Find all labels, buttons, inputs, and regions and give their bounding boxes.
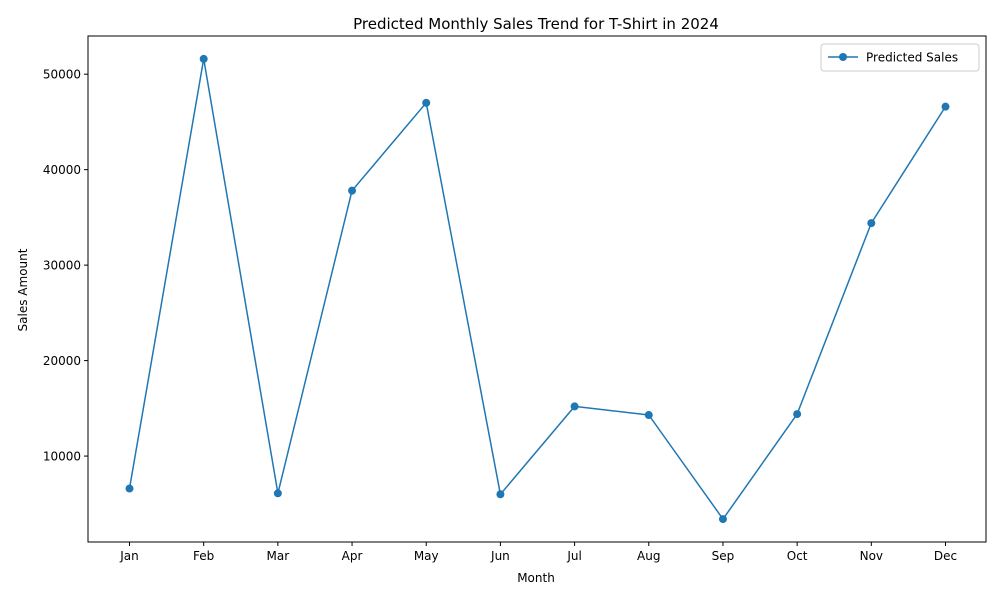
y-tick-label: 20000 — [43, 354, 81, 368]
plot-area: Jan Feb Mar Apr May Jun Jul Aug Sep Oct Nov Dec 1000… — [43, 35, 987, 563]
x-tick-label: May — [414, 549, 439, 563]
data-point — [348, 186, 357, 195]
x-tick-label: Jan — [119, 549, 139, 563]
y-tick-label: 10000 — [43, 450, 81, 464]
series-line — [128, 58, 947, 520]
data-point — [867, 219, 876, 228]
data-point — [941, 102, 950, 111]
x-tick-label: Aug — [637, 549, 660, 563]
data-point — [570, 402, 579, 411]
data-point — [422, 98, 431, 107]
x-tick-label: Jun — [490, 549, 510, 563]
data-point — [125, 484, 134, 493]
data-point — [644, 411, 653, 420]
data-point — [718, 515, 727, 524]
x-tick-label: Dec — [934, 549, 957, 563]
axes-frame — [87, 35, 987, 543]
data-point — [496, 490, 505, 499]
chart-title: Predicted Monthly Sales Trend for T-Shir… — [353, 15, 719, 33]
legend-series-marker — [839, 53, 847, 61]
y-tick-label: 30000 — [43, 259, 81, 273]
legend-series-label: Predicted Sales — [866, 51, 958, 65]
x-tick-label: Nov — [860, 549, 883, 563]
legend-box — [820, 43, 980, 72]
y-tick-label: 50000 — [43, 68, 81, 82]
legend: Predicted Sales — [820, 43, 980, 72]
x-tick-label: Mar — [267, 549, 290, 563]
x-tick-label: Oct — [787, 549, 808, 563]
y-tick-label: 40000 — [43, 163, 81, 177]
data-point — [199, 54, 208, 63]
y-axis-label: Sales Amount — [16, 248, 30, 331]
x-tick-label: Feb — [193, 549, 214, 563]
x-tick-label: Sep — [712, 549, 735, 563]
data-point — [793, 410, 802, 419]
data-point — [273, 489, 282, 498]
x-tick-label: Apr — [342, 549, 363, 563]
x-axis-label: Month — [517, 571, 555, 585]
x-tick-label: Jul — [566, 549, 581, 563]
